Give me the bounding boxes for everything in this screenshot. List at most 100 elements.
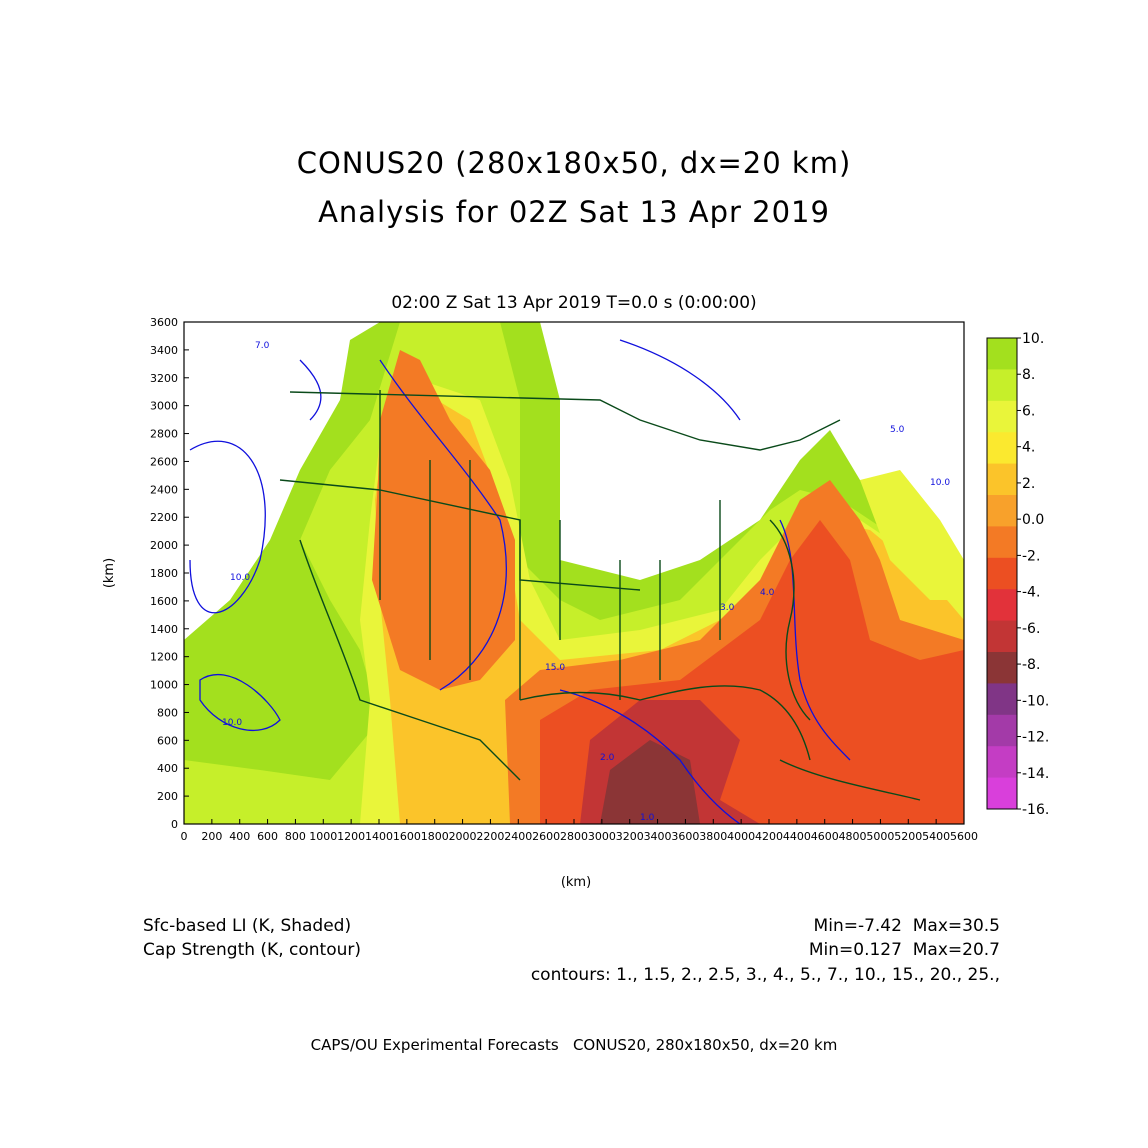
x-axis: 0 200 400 600 800 1000 1200 1400 1600 1800 2000 220… [181, 819, 978, 843]
colorbar-label: 4. [1022, 440, 1035, 456]
colorbar-swatch [987, 714, 1017, 747]
cap-contours [189, 339, 851, 824]
y-tick-label: 2000 [150, 539, 178, 552]
contour-label: 10.0 [930, 478, 950, 488]
y-tick-label: 3000 [150, 400, 178, 413]
contour-label: 5.0 [890, 425, 905, 435]
y-tick-label: 1200 [150, 651, 178, 664]
contour-label: 10.0 [222, 718, 242, 728]
y-tick-label: 0 [171, 818, 178, 831]
contour-label: 7.0 [255, 341, 270, 351]
colorbar-swatch [987, 683, 1017, 716]
x-tick-label: 3200 [616, 830, 644, 843]
colorbar-swatch [987, 746, 1017, 779]
colorbar-label: -12. [1022, 730, 1049, 746]
x-tick-label: 3800 [699, 830, 727, 843]
colorbar-swatch [987, 432, 1017, 465]
colorbar-swatch [987, 557, 1017, 590]
x-tick-label: 5600 [950, 830, 978, 843]
x-tick-label: 1600 [393, 830, 421, 843]
colorbar-swatch [987, 338, 1017, 370]
colorbar-frame [986, 337, 1018, 810]
y-tick-label: 400 [157, 762, 178, 775]
contour-levels: contours: 1., 1.5, 2., 2.5, 3., 4., 5., … [530, 965, 1000, 985]
map-title: CONUS20 (280x180x50, dx=20 km) [296, 146, 852, 180]
x-axis-label: (km) [561, 875, 591, 890]
x-tick-label: 1400 [365, 830, 393, 843]
contour-field-label: Cap Strength (K, contour) [143, 940, 361, 960]
colorbar-label: -4. [1022, 585, 1040, 601]
y-axis: 0 200 400 600 800 1000 1200 1400 1600 1800 2000 220… [150, 316, 189, 831]
contour-stats: Min=0.127 Max=20.7 [808, 940, 1000, 960]
colorbar-swatch [987, 620, 1017, 653]
colorbar-label: -10. [1022, 693, 1049, 709]
contour-label: 15.0 [545, 663, 565, 673]
y-tick-label: 3400 [150, 344, 178, 357]
y-tick-label: 1000 [150, 679, 178, 692]
political-boundaries [279, 390, 921, 801]
shaded-field [184, 322, 964, 824]
y-tick-label: 3600 [150, 316, 178, 329]
x-tick-label: 400 [229, 830, 250, 843]
x-tick-label: 4000 [727, 830, 755, 843]
y-tick-label: 2600 [150, 455, 178, 468]
colorbar-swatch [987, 589, 1017, 622]
y-tick-label: 600 [157, 734, 178, 747]
x-tick-label: 3000 [588, 830, 616, 843]
x-tick-label: 200 [201, 830, 222, 843]
contour-label: 1.0 [640, 813, 655, 823]
colorbar-label: -14. [1022, 766, 1049, 782]
credit-line: CAPS/OU Experimental Forecasts CONUS20, … [310, 1036, 838, 1054]
colorbar-label: 2. [1022, 476, 1035, 492]
colorbar-swatch [987, 463, 1017, 496]
y-tick-label: 1800 [150, 567, 178, 580]
colorbar-label: 0.0 [1022, 512, 1044, 528]
y-tick-label: 2800 [150, 428, 178, 441]
contour-label: 4.0 [760, 588, 775, 598]
y-tick-label: 2200 [150, 511, 178, 524]
colorbar-label: -2. [1022, 548, 1040, 564]
colorbar-label: -8. [1022, 657, 1040, 673]
colorbar-label: 6. [1022, 403, 1035, 419]
x-tick-label: 2600 [532, 830, 560, 843]
colorbar: 10. 8. 6. 4. 2. 0.0 -2. -4. -6. -8. -10. -12. -14. -1… [986, 331, 1049, 818]
contour-label: 3.0 [720, 603, 735, 613]
colorbar-swatch [987, 400, 1017, 433]
x-tick-label: 3400 [644, 830, 672, 843]
x-tick-label: 2400 [504, 830, 532, 843]
colorbar-label: 10. [1022, 331, 1044, 347]
colorbar-label: 8. [1022, 367, 1035, 383]
contour-label: 2.0 [600, 753, 615, 763]
contour-label: 10.0 [230, 573, 250, 583]
y-tick-label: 200 [157, 790, 178, 803]
map-subtitle: Analysis for 02Z Sat 13 Apr 2019 [318, 195, 830, 229]
x-tick-label: 2200 [476, 830, 504, 843]
x-tick-label: 5000 [866, 830, 894, 843]
y-tick-label: 1400 [150, 623, 178, 636]
colorbar-swatch [987, 526, 1017, 559]
x-tick-label: 4400 [783, 830, 811, 843]
x-tick-label: 4200 [755, 830, 783, 843]
colorbar-swatch [987, 777, 1017, 810]
colorbar-label: -6. [1022, 621, 1040, 637]
y-tick-label: 2400 [150, 483, 178, 496]
colorbar-label: -16. [1022, 802, 1049, 818]
x-tick-label: 1200 [337, 830, 365, 843]
x-tick-label: 5200 [894, 830, 922, 843]
x-tick-label: 2800 [560, 830, 588, 843]
colorbar-swatch [987, 369, 1017, 402]
x-tick-label: 5400 [922, 830, 950, 843]
x-tick-label: 3600 [671, 830, 699, 843]
x-tick-label: 0 [181, 830, 188, 843]
x-tick-label: 2000 [449, 830, 477, 843]
valid-time-label: 02:00 Z Sat 13 Apr 2019 T=0.0 s (0:00:00… [391, 293, 757, 313]
colorbar-swatch [987, 495, 1017, 527]
x-tick-label: 4600 [811, 830, 839, 843]
colorbar-swatch [987, 652, 1017, 684]
shaded-field-label: Sfc-based LI (K, Shaded) [143, 916, 352, 936]
x-tick-label: 1000 [309, 830, 337, 843]
x-tick-label: 800 [285, 830, 306, 843]
x-tick-label: 600 [257, 830, 278, 843]
y-tick-label: 3200 [150, 372, 178, 385]
